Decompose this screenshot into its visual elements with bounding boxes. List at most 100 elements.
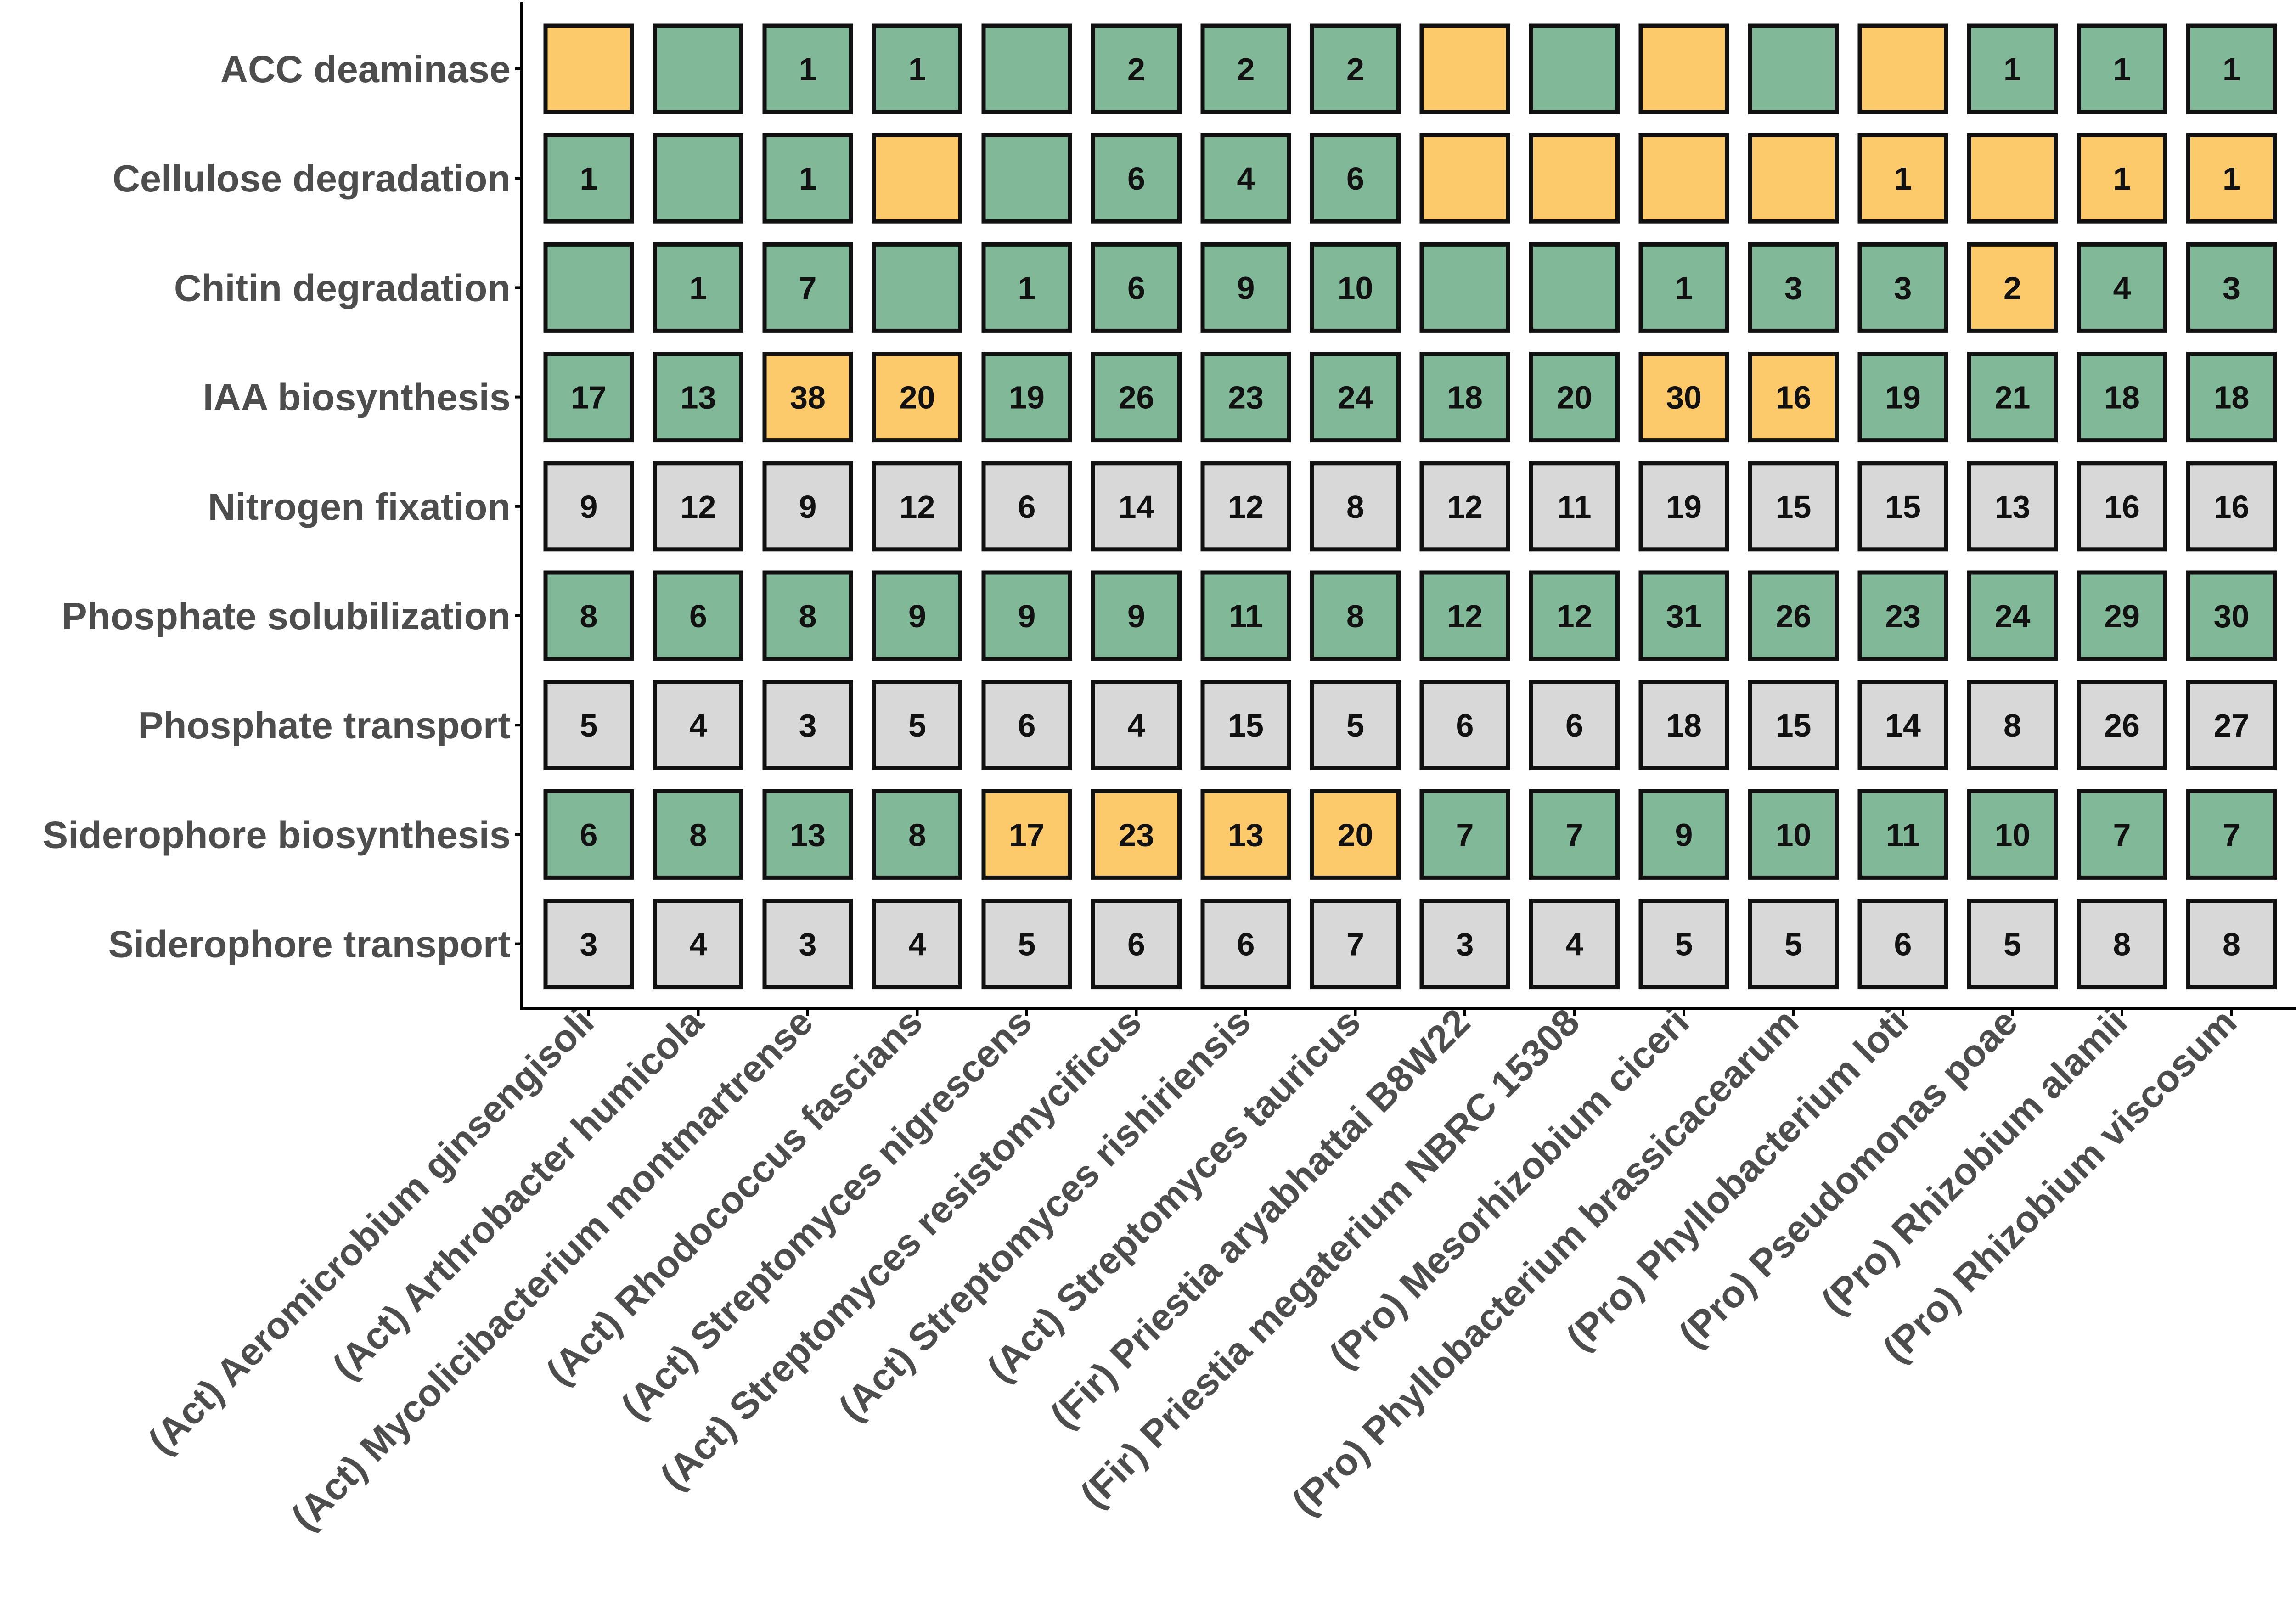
tile-acc-deaminase-col-10 [1529, 23, 1620, 114]
tile-siderophore-transport-col-9 [1419, 899, 1510, 990]
value-nitrogen-fixation-col-3: 9 [799, 489, 817, 525]
value-chitin-degradation-col-3: 7 [799, 270, 817, 306]
tile-chitin-degradation-col-14 [1967, 242, 2058, 333]
row-label-siderophore-transport: Siderophore transport [108, 923, 511, 966]
value-siderophore-biosynthesis-col-11: 9 [1675, 817, 1693, 853]
value-siderophore-transport-col-1: 3 [580, 927, 598, 962]
value-nitrogen-fixation-col-12: 15 [1776, 489, 1812, 525]
value-iaa-biosynthesis-col-7: 23 [1228, 380, 1264, 416]
value-phosphate-transport-col-4: 5 [908, 708, 926, 743]
tile-iaa-biosynthesis-col-16 [2186, 352, 2277, 443]
value-phosphate-solubilization-col-16: 30 [2214, 598, 2250, 634]
value-chitin-degradation-col-13: 3 [1894, 270, 1912, 306]
tile-cellulose-degradation-col-1 [543, 133, 634, 224]
value-phosphate-transport-col-5: 6 [1018, 708, 1036, 743]
tile-siderophore-transport-col-6 [1091, 899, 1182, 990]
tile-cellulose-degradation-col-6 [1091, 133, 1182, 224]
tile-cellulose-degradation-col-7 [1200, 133, 1291, 224]
value-phosphate-solubilization-col-7: 11 [1229, 598, 1263, 634]
value-phosphate-solubilization-col-3: 8 [799, 598, 817, 634]
tile-siderophore-transport-col-14 [1967, 899, 2058, 990]
tile-siderophore-biosynthesis-col-2 [653, 789, 743, 880]
tile-phosphate-transport-col-7 [1200, 680, 1291, 770]
tile-cellulose-degradation-col-8 [1310, 133, 1401, 224]
value-nitrogen-fixation-col-9: 12 [1447, 489, 1483, 525]
row-labels: ACC deaminase Cellulose degradation Chitin… [43, 48, 511, 966]
tile-siderophore-biosynthesis-col-16 [2186, 789, 2277, 880]
tile-acc-deaminase-col-14 [1967, 23, 2058, 114]
value-nitrogen-fixation-col-8: 8 [1346, 489, 1364, 525]
tile-siderophore-biosynthesis-col-14 [1967, 789, 2058, 880]
value-phosphate-transport-col-2: 4 [689, 708, 707, 743]
value-acc-deaminase-col-3: 1 [799, 51, 817, 87]
value-siderophore-biosynthesis-col-8: 20 [1338, 817, 1373, 853]
tile-phosphate-solubilization-col-14 [1967, 570, 2058, 661]
tile-cellulose-degradation-col-2 [653, 133, 743, 224]
tile-chitin-degradation-col-15 [2077, 242, 2167, 333]
value-phosphate-transport-col-12: 15 [1776, 708, 1812, 743]
value-siderophore-biosynthesis-col-10: 7 [1565, 817, 1583, 853]
tile-phosphate-solubilization-col-9 [1419, 570, 1510, 661]
tile-cellulose-degradation-col-16 [2186, 133, 2277, 224]
value-siderophore-transport-col-16: 8 [2223, 927, 2240, 962]
value-nitrogen-fixation-col-14: 13 [1995, 489, 2031, 525]
value-iaa-biosynthesis-col-2: 13 [681, 380, 716, 416]
value-siderophore-transport-col-11: 5 [1675, 927, 1693, 962]
tile-phosphate-transport-col-5 [981, 680, 1072, 770]
tile-phosphate-transport-col-15 [2077, 680, 2167, 770]
tile-cellulose-degradation-col-10 [1529, 133, 1620, 224]
tile-iaa-biosynthesis-col-12 [1748, 352, 1839, 443]
value-phosphate-transport-col-14: 8 [2003, 708, 2021, 743]
value-cellulose-degradation-col-13: 1 [1894, 161, 1912, 197]
tile-siderophore-biosynthesis-col-12 [1748, 789, 1839, 880]
value-siderophore-biosynthesis-col-12: 10 [1776, 817, 1812, 853]
value-phosphate-transport-col-15: 26 [2104, 708, 2140, 743]
value-chitin-degradation-col-2: 1 [689, 270, 707, 306]
tile-iaa-biosynthesis-col-3 [762, 352, 853, 443]
tile-siderophore-biosynthesis-col-10 [1529, 789, 1620, 880]
tile-siderophore-biosynthesis-col-9 [1419, 789, 1510, 880]
value-iaa-biosynthesis-col-14: 21 [1995, 380, 2031, 416]
value-phosphate-solubilization-col-14: 24 [1995, 598, 2031, 634]
tile-phosphate-transport-col-14 [1967, 680, 2058, 770]
x-axis-ticks [587, 1009, 2233, 1016]
tile-phosphate-transport-col-9 [1419, 680, 1510, 770]
tile-siderophore-biosynthesis-col-4 [872, 789, 962, 880]
value-siderophore-biosynthesis-col-9: 7 [1456, 817, 1474, 853]
tile-nitrogen-fixation-col-10 [1529, 461, 1620, 552]
value-siderophore-transport-col-4: 4 [908, 927, 926, 962]
tile-iaa-biosynthesis-col-14 [1967, 352, 2058, 443]
value-siderophore-transport-col-7: 6 [1237, 927, 1255, 962]
tile-phosphate-transport-col-3 [762, 680, 853, 770]
row-label-nitrogen-fixation: Nitrogen fixation [208, 485, 511, 528]
value-siderophore-biosynthesis-col-13: 11 [1886, 817, 1920, 853]
value-siderophore-transport-col-9: 3 [1456, 927, 1474, 962]
tile-siderophore-transport-col-1 [543, 899, 634, 990]
value-siderophore-transport-col-8: 7 [1346, 927, 1364, 962]
value-siderophore-transport-col-15: 8 [2113, 927, 2131, 962]
tile-acc-deaminase-col-1 [543, 23, 634, 114]
tile-iaa-biosynthesis-col-4 [872, 352, 962, 443]
tile-chitin-degradation-col-16 [2186, 242, 2277, 333]
value-siderophore-biosynthesis-col-15: 7 [2113, 817, 2131, 853]
value-chitin-degradation-col-14: 2 [2003, 270, 2021, 306]
tile-siderophore-transport-col-16 [2186, 899, 2277, 990]
tile-nitrogen-fixation-col-11 [1638, 461, 1729, 552]
tile-siderophore-transport-col-4 [872, 899, 962, 990]
tile-siderophore-biosynthesis-col-1 [543, 789, 634, 880]
row-label-phosphate-transport: Phosphate transport [138, 704, 511, 747]
value-chitin-degradation-col-11: 1 [1675, 270, 1693, 306]
tile-chitin-degradation-col-4 [872, 242, 962, 333]
tile-siderophore-transport-col-7 [1200, 899, 1291, 990]
tile-siderophore-biosynthesis-col-8 [1310, 789, 1401, 880]
value-iaa-biosynthesis-col-9: 18 [1447, 380, 1483, 416]
tile-siderophore-biosynthesis-col-7 [1200, 789, 1291, 880]
value-chitin-degradation-col-5: 1 [1018, 270, 1036, 306]
tile-siderophore-biosynthesis-col-15 [2077, 789, 2167, 880]
tile-phosphate-solubilization-col-13 [1857, 570, 1948, 661]
tile-siderophore-biosynthesis-col-6 [1091, 789, 1182, 880]
tile-acc-deaminase-col-12 [1748, 23, 1839, 114]
tile-phosphate-transport-col-6 [1091, 680, 1182, 770]
tile-nitrogen-fixation-col-8 [1310, 461, 1401, 552]
